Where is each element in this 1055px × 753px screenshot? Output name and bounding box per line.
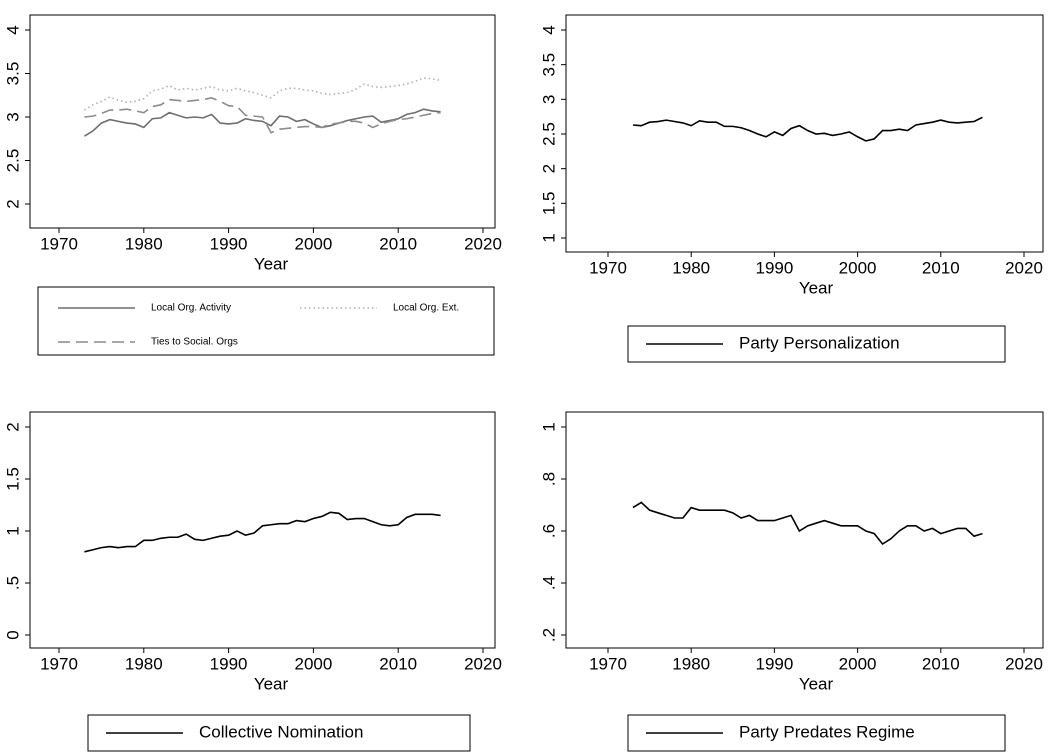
y-tick-label: .8 <box>539 472 558 486</box>
legend-frame <box>627 325 1006 363</box>
y-tick-label: 3.5 <box>3 62 22 86</box>
y-tick-label: 1 <box>539 233 558 242</box>
y-tick-label: 4 <box>539 25 558 34</box>
x-tick-label: 1980 <box>672 258 710 277</box>
x-tick-label: 1970 <box>40 654 78 673</box>
x-axis-title: Year <box>799 674 834 693</box>
y-tick-label: 1 <box>3 526 22 535</box>
series-line <box>84 511 441 553</box>
series-line <box>632 501 983 546</box>
x-axis-title: Year <box>254 674 289 693</box>
x-tick-label: 2000 <box>294 654 332 673</box>
plot-frame <box>565 14 1044 253</box>
x-tick-label: 1990 <box>210 654 248 673</box>
legend-label: Party Predates Regime <box>739 722 915 741</box>
x-tick-label: 1990 <box>210 234 248 253</box>
x-axis-title: Year <box>799 278 834 297</box>
plot-frame <box>565 411 1044 649</box>
legend-label: Collective Nomination <box>199 722 363 741</box>
legend-frame <box>37 286 495 356</box>
x-tick-label: 2000 <box>839 258 877 277</box>
series-line <box>632 116 983 142</box>
y-tick-label: 4 <box>3 25 22 34</box>
x-tick-label: 1970 <box>589 258 627 277</box>
y-tick-label: .5 <box>3 576 22 590</box>
legend-frame <box>627 714 1006 752</box>
series-line <box>84 77 441 111</box>
x-tick-label: 1980 <box>125 234 163 253</box>
legend-label: Party Personalization <box>739 333 900 352</box>
y-tick-label: 2 <box>539 164 558 173</box>
x-tick-label: 2010 <box>922 258 960 277</box>
y-tick-label: 3 <box>3 112 22 121</box>
y-tick-label: .6 <box>539 524 558 538</box>
x-tick-label: 1980 <box>672 654 710 673</box>
x-tick-label: 2010 <box>922 654 960 673</box>
x-tick-label: 2020 <box>464 654 502 673</box>
y-tick-label: .4 <box>539 576 558 590</box>
y-tick-label: 3 <box>539 95 558 104</box>
series-line <box>84 108 441 137</box>
y-tick-label: 2.5 <box>539 122 558 146</box>
legend-label: Local Org. Activity <box>151 303 231 314</box>
y-tick-label: .2 <box>539 628 558 642</box>
legend-frame <box>87 714 471 752</box>
y-tick-label: 2.5 <box>3 149 22 173</box>
x-tick-label: 1990 <box>755 654 793 673</box>
x-tick-label: 1980 <box>125 654 163 673</box>
legend-label: Local Org. Ext. <box>393 303 459 314</box>
x-tick-label: 2010 <box>379 654 417 673</box>
legend-label: Ties to Social. Orgs <box>151 337 238 348</box>
x-axis-title: Year <box>254 254 289 273</box>
y-tick-label: 1 <box>539 422 558 431</box>
y-tick-label: 2 <box>3 199 22 208</box>
x-tick-label: 1970 <box>40 234 78 253</box>
y-tick-label: 1.5 <box>539 192 558 216</box>
y-tick-label: 0 <box>3 630 22 639</box>
y-tick-label: 2 <box>3 422 22 431</box>
plot-frame <box>29 411 496 649</box>
x-tick-label: 2020 <box>1005 258 1043 277</box>
x-tick-label: 2020 <box>464 234 502 253</box>
y-tick-label: 3.5 <box>539 53 558 77</box>
x-tick-label: 2000 <box>839 654 877 673</box>
x-tick-label: 2000 <box>294 234 332 253</box>
series-line <box>84 97 441 134</box>
x-tick-label: 2020 <box>1005 654 1043 673</box>
x-tick-label: 1970 <box>589 654 627 673</box>
x-tick-label: 1990 <box>755 258 793 277</box>
y-tick-label: 1.5 <box>3 467 22 491</box>
x-tick-label: 2010 <box>379 234 417 253</box>
plot-frame <box>29 14 496 229</box>
